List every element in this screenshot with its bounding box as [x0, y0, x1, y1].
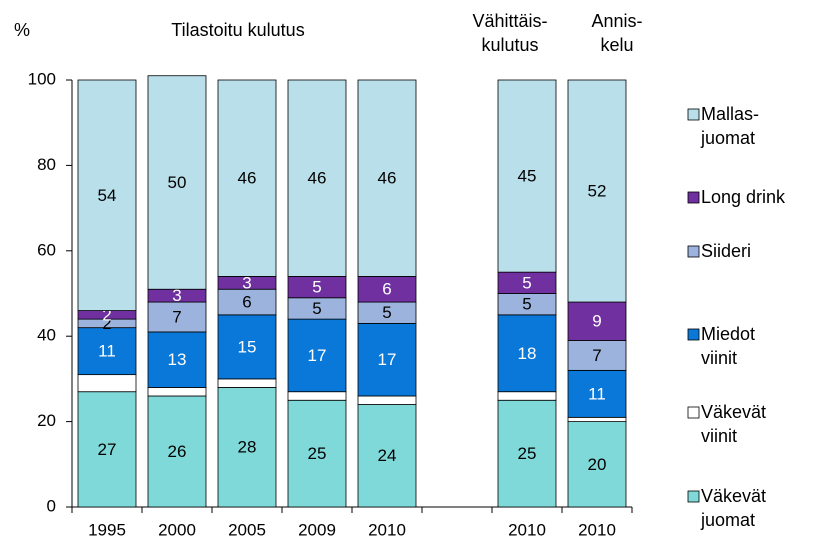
- legend-label: Siideri: [701, 241, 752, 261]
- data-label: 2: [102, 314, 111, 333]
- bar-segment: [357, 322, 417, 397]
- x-tick-label: 2000: [158, 520, 196, 539]
- data-label: 17: [308, 346, 327, 365]
- legend-label: Väkevät juomat: [701, 486, 767, 530]
- data-label: 7: [172, 307, 181, 326]
- bar-segment: [147, 301, 207, 333]
- bar-segment: [287, 399, 347, 508]
- group-label: Annis- kelu: [591, 11, 643, 55]
- bar-segment: [567, 421, 627, 508]
- data-label: 46: [378, 169, 397, 188]
- data-label: 46: [238, 169, 257, 188]
- x-tick-label: 2010: [578, 520, 616, 539]
- bar-segment: [287, 391, 347, 401]
- data-label: 2: [102, 305, 111, 324]
- bar-segment: [147, 331, 207, 388]
- x-tick-label: 2005: [228, 520, 266, 539]
- bar-segment: [567, 79, 627, 303]
- data-label: 24: [378, 446, 397, 465]
- bar-segment: [217, 387, 277, 508]
- legend-swatch: [687, 245, 700, 258]
- bar-segment: [497, 314, 557, 393]
- legend-swatch: [687, 328, 700, 341]
- data-label: 9: [592, 312, 601, 331]
- data-label: 6: [242, 293, 251, 312]
- bar-segment: [357, 404, 417, 508]
- bar-segment: [497, 399, 557, 508]
- bar-segment: [357, 79, 417, 277]
- group-label: Tilastoitu kulutus: [171, 20, 305, 40]
- data-label: 7: [592, 346, 601, 365]
- bar-segment: [77, 79, 137, 311]
- bar-segment: [567, 301, 627, 341]
- y-tick-label: 0: [47, 496, 56, 515]
- bar-segment: [77, 391, 137, 508]
- legend-swatch: [687, 108, 700, 121]
- bar-segment: [217, 288, 277, 316]
- legend-label: Long drink: [701, 187, 786, 207]
- data-label: 20: [588, 455, 607, 474]
- bar-segment: [567, 416, 627, 422]
- bar-segment: [287, 79, 347, 277]
- data-label: 45: [518, 167, 537, 186]
- data-label: 5: [312, 278, 321, 297]
- bar-segment: [217, 378, 277, 388]
- bar-segment: [147, 75, 207, 290]
- data-label: 26: [168, 442, 187, 461]
- data-label: 6: [382, 280, 391, 299]
- legend-label: Miedot viinit: [701, 324, 756, 368]
- data-label: 17: [378, 350, 397, 369]
- data-label: 50: [168, 173, 187, 192]
- y-tick-label: 80: [37, 155, 56, 174]
- data-label: 11: [588, 384, 606, 403]
- bar-segment: [147, 387, 207, 397]
- data-label: 5: [522, 273, 531, 292]
- legend-label: Väkevät viinit: [701, 402, 767, 446]
- data-label: 15: [238, 337, 257, 356]
- data-label: 28: [238, 438, 257, 457]
- y-tick-label: 40: [37, 326, 56, 345]
- legend-swatch: [687, 191, 700, 204]
- bar-segment: [77, 327, 137, 376]
- x-tick-label: 2009: [298, 520, 336, 539]
- bar-segment: [77, 374, 137, 393]
- y-tick-label: 60: [37, 240, 56, 259]
- legend-label: Mallas- juomat: [701, 104, 760, 148]
- data-label: 25: [308, 444, 327, 463]
- data-label: 54: [98, 186, 117, 205]
- bar-segment: [497, 391, 557, 401]
- bar-segment: [497, 79, 557, 273]
- data-label: 46: [308, 169, 327, 188]
- data-label: 5: [522, 295, 531, 314]
- data-label: 5: [382, 303, 391, 322]
- data-label: 25: [518, 444, 537, 463]
- data-label: 52: [588, 182, 607, 201]
- legend-swatch: [687, 490, 700, 503]
- bar-segment: [357, 395, 417, 405]
- x-tick-label: 2010: [508, 520, 546, 539]
- x-tick-label: 2010: [368, 520, 406, 539]
- legend-swatch: [687, 406, 700, 419]
- x-tick-label: 1995: [88, 520, 126, 539]
- y-tick-label: 100: [28, 69, 56, 88]
- y-unit: %: [14, 20, 31, 40]
- bar-segment: [357, 276, 417, 303]
- data-label: 13: [168, 350, 187, 369]
- bar-segment: [217, 79, 277, 277]
- data-label: 18: [518, 344, 537, 363]
- data-label: 27: [98, 440, 117, 459]
- group-label: Vähittäis- kulutus: [472, 11, 548, 55]
- data-label: 5: [312, 299, 321, 318]
- data-label: 3: [242, 273, 251, 292]
- y-tick-label: 20: [37, 411, 56, 430]
- data-label: 11: [98, 342, 116, 361]
- data-label: 3: [172, 286, 181, 305]
- bar-segment: [217, 314, 277, 380]
